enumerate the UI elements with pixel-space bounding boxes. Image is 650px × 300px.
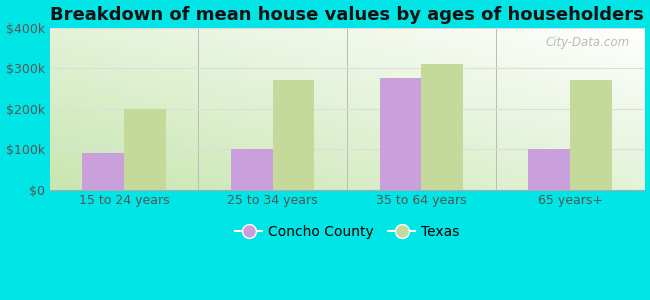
Bar xyxy=(421,64,463,190)
Bar xyxy=(528,149,570,190)
Title: Breakdown of mean house values by ages of householders: Breakdown of mean house values by ages o… xyxy=(50,6,644,24)
Bar xyxy=(272,80,314,190)
Legend: Concho County, Texas: Concho County, Texas xyxy=(229,219,465,244)
Text: City-Data.com: City-Data.com xyxy=(545,36,630,49)
Bar xyxy=(83,153,124,190)
Bar xyxy=(570,80,612,190)
Bar xyxy=(124,109,166,190)
Bar xyxy=(231,149,272,190)
Bar xyxy=(380,78,421,190)
